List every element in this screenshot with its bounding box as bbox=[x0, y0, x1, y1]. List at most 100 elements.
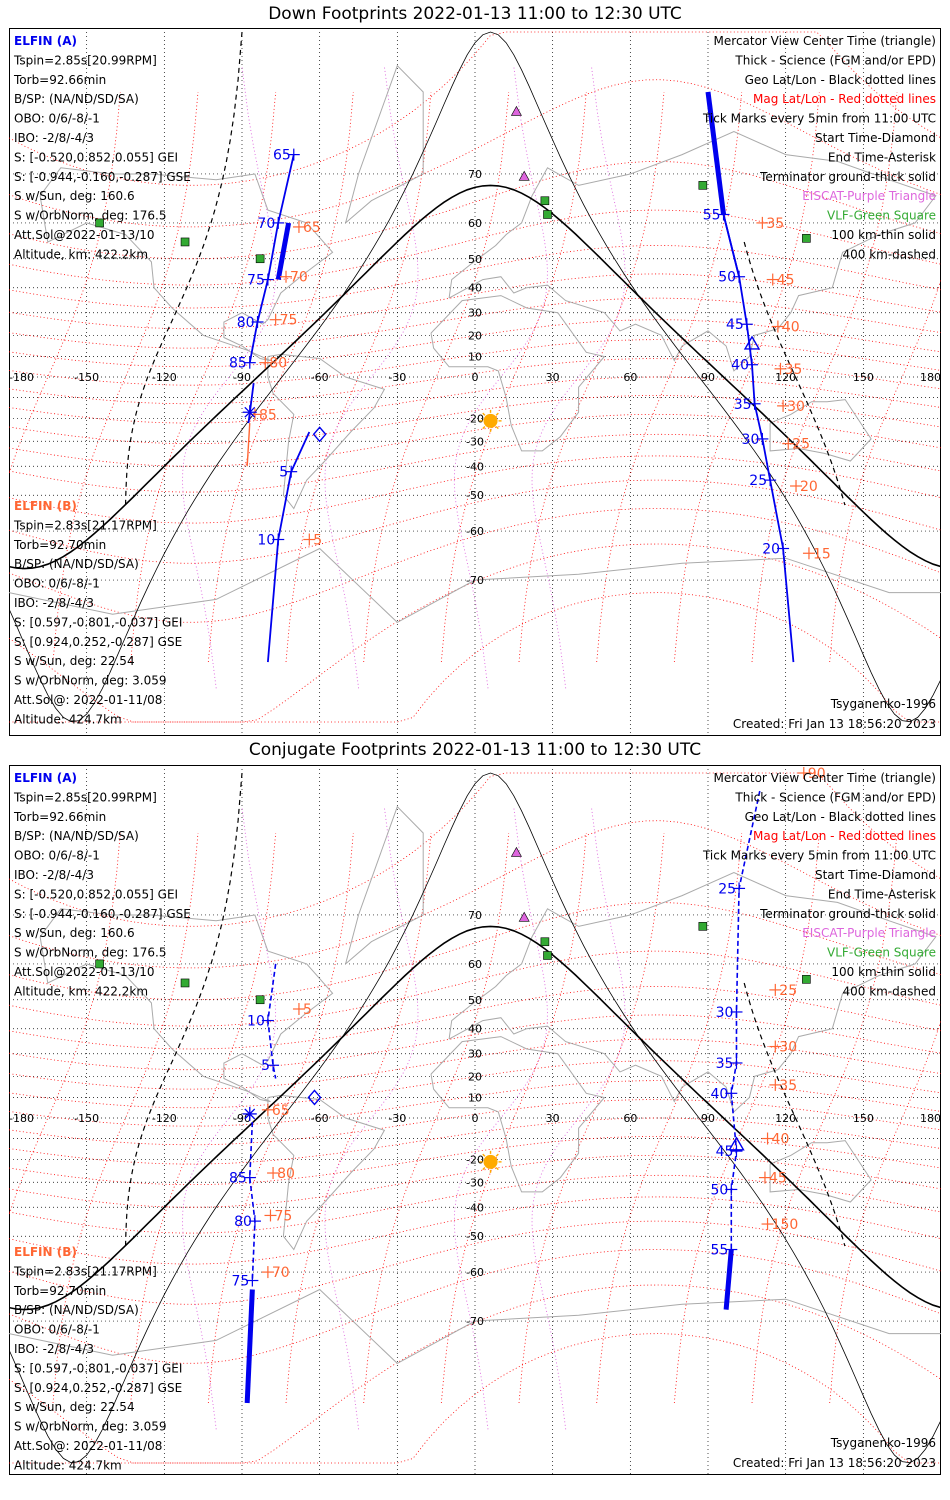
continent-outline bbox=[769, 399, 872, 462]
legend-entry: 100 km-thin solid bbox=[831, 228, 936, 242]
sat-b-conj-tick-label: 75 bbox=[274, 1208, 292, 1224]
mag-parallel bbox=[9, 414, 941, 467]
continent-outline bbox=[39, 167, 334, 362]
mag-meridian bbox=[751, 832, 898, 1404]
continent-outline bbox=[448, 131, 937, 372]
sat-a-track-east-end bbox=[782, 548, 795, 663]
sat-b-info-line: S w/OrbNorm, deg: 3.059 bbox=[14, 674, 166, 688]
mag-parallel bbox=[9, 1117, 941, 1165]
sat-a-info-line: Tspin=2.85s[20.99RPM] bbox=[13, 790, 157, 804]
sat-a-info-line: S w/OrbNorm, deg: 176.5 bbox=[14, 209, 166, 223]
sat-a-info-line: B/SP: (NA/ND/SD/SA) bbox=[14, 829, 139, 843]
sat-b-info-name: ELFIN (B) bbox=[14, 1245, 77, 1259]
vlf-square bbox=[255, 995, 265, 1005]
mag-meridian bbox=[440, 832, 587, 1404]
mag-parallel bbox=[9, 1155, 941, 1208]
center-time-triangle bbox=[728, 1136, 745, 1151]
eiscat-triangle bbox=[518, 911, 530, 922]
lat-label: 40 bbox=[468, 282, 482, 295]
sat-a-tick-label: 10 bbox=[257, 533, 275, 549]
lon-label: -30 bbox=[388, 1112, 406, 1125]
sat-b-tick-label: 25 bbox=[792, 437, 810, 453]
panel-title-down: Down Footprints 2022-01-13 11:00 to 12:3… bbox=[268, 4, 682, 24]
lon-label: 60 bbox=[623, 1112, 637, 1125]
vlf-square bbox=[95, 218, 104, 228]
lon-label: -120 bbox=[152, 371, 177, 384]
sat-b-conj-tick-label: 70 bbox=[272, 1265, 290, 1281]
mag-parallel bbox=[9, 1220, 941, 1305]
sat-b-info-line: Torb=92.70min bbox=[13, 538, 106, 552]
terminator-400km-west bbox=[124, 772, 243, 1250]
sat-a-info-line: OBO: 0/6/-8/-1 bbox=[14, 112, 100, 126]
legend-entry: End Time-Asterisk bbox=[828, 150, 936, 164]
lon-label: -180 bbox=[9, 1112, 34, 1125]
sat-a-conj-science-east bbox=[723, 1249, 734, 1310]
lat-label: -40 bbox=[466, 460, 484, 473]
continent-outline bbox=[430, 295, 606, 452]
lat-label: 70 bbox=[468, 909, 482, 922]
sat-b-tick-label: 5 bbox=[313, 533, 322, 549]
sat-b-track-south bbox=[266, 431, 311, 663]
continent-outline bbox=[448, 872, 937, 1113]
sat-b-conj-tick-label: 65 bbox=[272, 1103, 290, 1119]
sat-b-info-line: S: [0.597,-0.801,-0.037] GEI bbox=[14, 615, 182, 629]
sat-a-conj-track-south bbox=[248, 1122, 256, 1281]
sat-b-conj-tick-label: 45 bbox=[769, 1171, 787, 1187]
sat-a-conj-tick-label: 80 bbox=[234, 1214, 252, 1230]
mag-parallel bbox=[9, 319, 941, 368]
lon-label: -30 bbox=[388, 371, 406, 384]
sat-b-info-line: IBO: -2/8/-4/3 bbox=[14, 1342, 94, 1356]
mag-meridian bbox=[9, 91, 121, 476]
sat-b-conj-tick-label: 30 bbox=[779, 1040, 797, 1056]
sat-a-conj-tick-label: 40 bbox=[710, 1086, 728, 1102]
lon-label: 150 bbox=[853, 371, 874, 384]
sat-a-info-line: S w/Sun, deg: 160.6 bbox=[14, 189, 135, 203]
sat-a-track-east bbox=[722, 214, 784, 549]
sat-b-info-line: OBO: 0/6/-8/-1 bbox=[14, 1323, 100, 1337]
lat-label: -20 bbox=[466, 413, 484, 426]
mag-meridian bbox=[9, 832, 121, 1217]
lon-label: -150 bbox=[74, 1112, 99, 1125]
sat-a-conj-tick-label: 50 bbox=[710, 1182, 728, 1198]
terminator-400km-east bbox=[743, 982, 846, 1247]
sat-b-conj-tick-label: 35 bbox=[779, 1078, 797, 1094]
sat-a-conj-tick-label: 30 bbox=[716, 1005, 734, 1021]
sat-a-tick-label: 35 bbox=[734, 397, 752, 413]
continent-outline bbox=[9, 547, 941, 624]
sat-a-info-line: Att.Sol@2022-01-13/10 bbox=[14, 228, 155, 242]
sat-b-info-line: IBO: -2/8/-4/3 bbox=[14, 596, 94, 610]
legend-entry: Mag Lat/Lon - Red dotted lines bbox=[753, 829, 936, 843]
sat-b-conj-tick-label: 80 bbox=[277, 1166, 295, 1182]
mag-parallel bbox=[9, 1080, 941, 1127]
sat-a-conj-tick-label: 85 bbox=[229, 1171, 247, 1187]
created-timestamp: Created: Fri Jan 13 18:56:20 2023 bbox=[733, 717, 936, 731]
sat-b-info-line: S w/OrbNorm, deg: 3.059 bbox=[14, 1420, 166, 1434]
continent-outline bbox=[9, 1288, 941, 1365]
eiscat-triangle bbox=[510, 105, 522, 116]
vlf-square bbox=[95, 959, 104, 969]
sat-a-tick-label: 40 bbox=[731, 358, 749, 374]
sat-a-info-line: S w/Sun, deg: 160.6 bbox=[14, 926, 135, 940]
sat-a-info-line: S: [-0.944,-0.160,-0.287] GSE bbox=[14, 907, 191, 921]
lat-label: 10 bbox=[468, 350, 482, 363]
sat-a-tick-label: 30 bbox=[742, 432, 760, 448]
sat-b-info-line: Att.Sol@: 2022-01-11/08 bbox=[14, 693, 162, 707]
vlf-square bbox=[802, 234, 811, 243]
sat-a-science-east bbox=[705, 91, 727, 215]
lon-label: 0 bbox=[472, 1112, 479, 1125]
mag-parallel bbox=[9, 160, 941, 260]
sat-b-tick-label: 70 bbox=[290, 270, 308, 286]
mag-meridian bbox=[207, 832, 354, 1404]
legend-entry: Tick Marks every 5min from 11:00 UTC bbox=[702, 849, 936, 863]
mag-parallel bbox=[9, 1333, 941, 1464]
sat-b-info-line: Altitude: 424.7km bbox=[14, 712, 122, 726]
lat-label: 70 bbox=[468, 168, 482, 181]
continent-outline bbox=[769, 1140, 872, 1203]
mag-parallel bbox=[9, 820, 941, 969]
map-frame bbox=[9, 765, 941, 1475]
sat-b-conj-tick-label: 5 bbox=[303, 1002, 312, 1018]
legend-entry: Thick - Science (FGM and/or EPD) bbox=[734, 53, 936, 67]
sat-a-info-line: S: [-0.944,-0.160,-0.287] GSE bbox=[14, 170, 191, 184]
sat-a-science-thick bbox=[275, 222, 292, 281]
sat-b-info-line: OBO: 0/6/-8/-1 bbox=[14, 577, 100, 591]
